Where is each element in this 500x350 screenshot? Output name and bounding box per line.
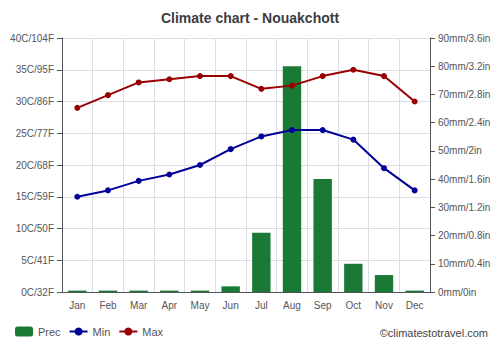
svg-text:0C/32F: 0C/32F	[21, 287, 54, 298]
svg-text:20C/68F: 20C/68F	[16, 160, 54, 171]
svg-text:60mm/2.4in: 60mm/2.4in	[438, 117, 490, 128]
svg-text:Nov: Nov	[375, 300, 393, 311]
svg-text:Jul: Jul	[255, 300, 268, 311]
svg-text:Mar: Mar	[130, 300, 148, 311]
svg-text:20mm/0.8in: 20mm/0.8in	[438, 230, 490, 241]
svg-text:40mm/1.6in: 40mm/1.6in	[438, 174, 490, 185]
svg-text:15C/59F: 15C/59F	[16, 191, 54, 202]
svg-text:Climate chart - Nouakchott: Climate chart - Nouakchott	[161, 10, 339, 26]
svg-text:10mm/0.4in: 10mm/0.4in	[438, 258, 490, 269]
svg-text:5C/41F: 5C/41F	[21, 255, 54, 266]
svg-text:Sep: Sep	[314, 300, 332, 311]
svg-text:Jan: Jan	[69, 300, 85, 311]
svg-text:30C/86F: 30C/86F	[16, 96, 54, 107]
svg-text:30mm/1.2in: 30mm/1.2in	[438, 202, 490, 213]
svg-text:40C/104F: 40C/104F	[10, 33, 54, 44]
svg-text:10C/50F: 10C/50F	[16, 223, 54, 234]
svg-text:80mm/3.2in: 80mm/3.2in	[438, 61, 490, 72]
svg-text:Dec: Dec	[406, 300, 424, 311]
svg-text:50mm/2in: 50mm/2in	[438, 145, 482, 156]
svg-text:Feb: Feb	[99, 300, 117, 311]
svg-text:35C/95F: 35C/95F	[16, 64, 54, 75]
svg-text:Prec: Prec	[38, 326, 61, 338]
svg-text:25C/77F: 25C/77F	[16, 128, 54, 139]
svg-text:May: May	[191, 300, 210, 311]
svg-text:Min: Min	[93, 326, 111, 338]
svg-text:©climatestotravel.com: ©climatestotravel.com	[380, 327, 488, 339]
svg-text:0mm/0in: 0mm/0in	[438, 287, 476, 298]
svg-text:Max: Max	[142, 326, 163, 338]
svg-text:Apr: Apr	[162, 300, 178, 311]
svg-text:70mm/2.8in: 70mm/2.8in	[438, 89, 490, 100]
svg-text:90mm/3.6in: 90mm/3.6in	[438, 33, 490, 44]
svg-text:Oct: Oct	[346, 300, 362, 311]
svg-text:Jun: Jun	[223, 300, 239, 311]
svg-text:Aug: Aug	[283, 300, 301, 311]
